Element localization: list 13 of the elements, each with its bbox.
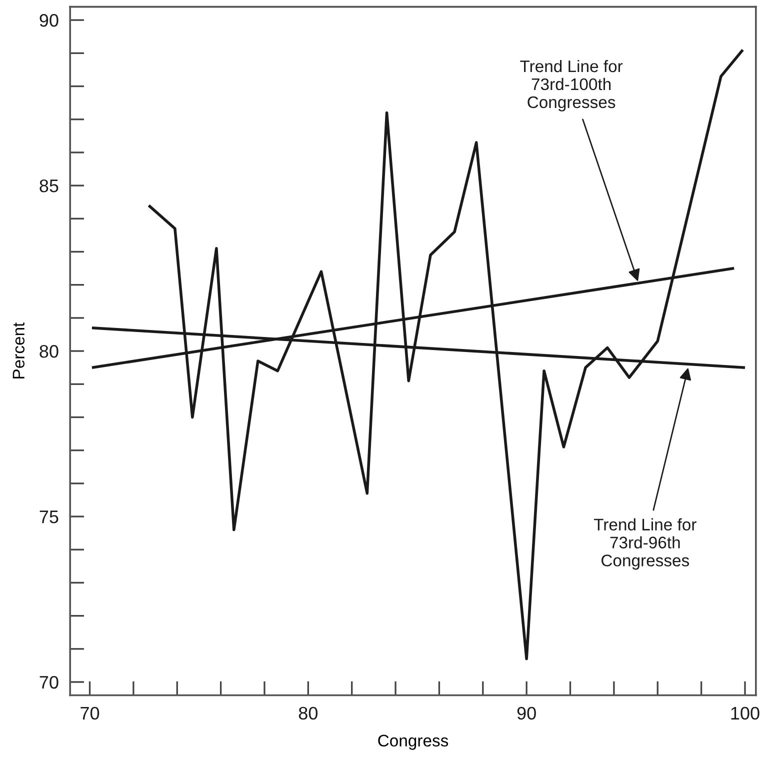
y-tick-label: 75: [40, 510, 58, 524]
y-tick-label: 90: [40, 14, 58, 27]
y-tick-label: 80: [40, 344, 58, 358]
y-tick-label: 85: [40, 179, 58, 192]
x-tick-label: 90: [517, 706, 536, 720]
x-axis-title: Congress: [378, 734, 448, 750]
annotation: Trend Line for 73rd-100th Congresses: [520, 60, 623, 112]
x-tick-label: 100: [731, 706, 760, 720]
annotation: Trend Line for 73rd-96th Congresses: [594, 518, 696, 570]
y-tick-label: 70: [40, 676, 58, 689]
x-tick-label: 70: [80, 706, 100, 720]
y-axis-title: Percent: [12, 322, 25, 378]
x-tick-label: 80: [298, 706, 318, 720]
